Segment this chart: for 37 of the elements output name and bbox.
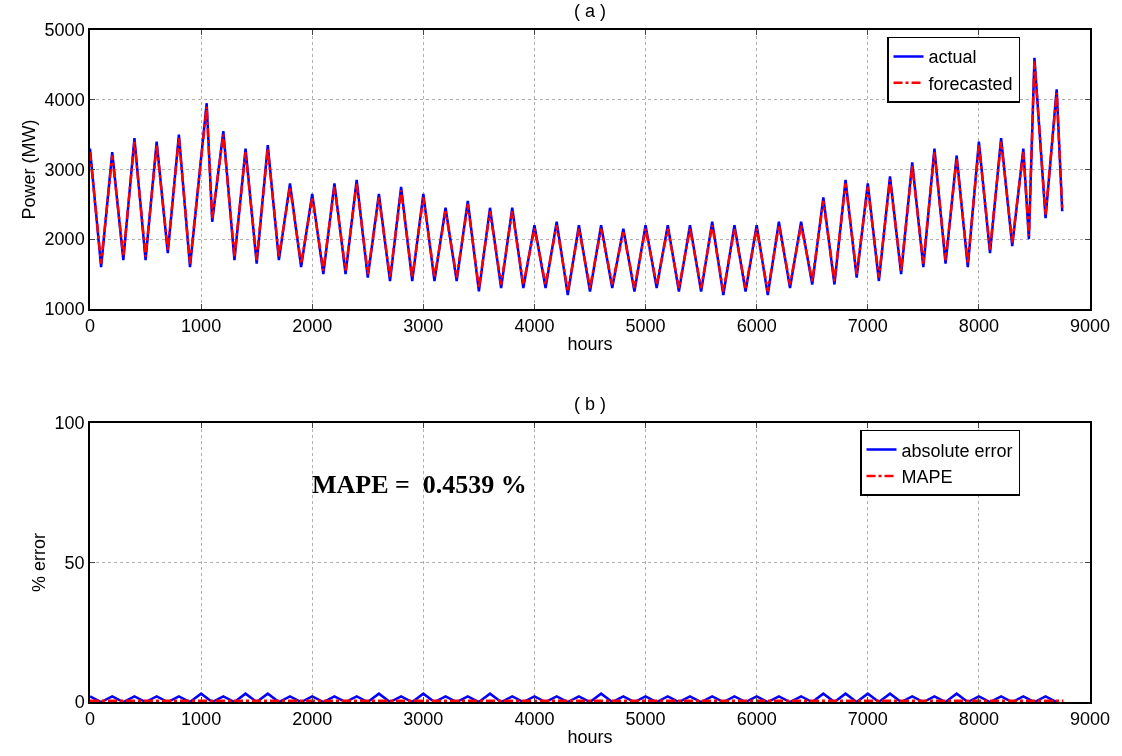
y-tick-label: 5000 — [44, 20, 85, 41]
y-tick-label: 0 — [74, 692, 85, 713]
x-tick-label: 9000 — [1069, 709, 1111, 730]
x-tick-label: 4000 — [514, 316, 555, 337]
y-tick-label: 50 — [64, 552, 85, 573]
legend-label: forecasted — [928, 73, 1013, 94]
y-tick-label: 3000 — [44, 159, 85, 180]
x-tick-label: 3000 — [403, 316, 444, 337]
x-tick-label: 6000 — [736, 316, 777, 337]
x-tick-label: 9000 — [1069, 316, 1111, 337]
x-axis-title: hours — [567, 333, 613, 354]
x-tick-label: 5000 — [625, 316, 666, 337]
x-tick-label: 2000 — [292, 709, 333, 730]
legend-label: absolute error — [901, 440, 1013, 461]
legend-label: MAPE — [901, 466, 953, 487]
x-tick-label: 5000 — [625, 709, 666, 730]
x-tick-label: 7000 — [847, 316, 888, 337]
x-tick-label: 1000 — [181, 316, 222, 337]
y-axis-title: Power (MW) — [19, 119, 40, 220]
x-tick-label: 1000 — [181, 709, 222, 730]
y-axis-title: % error — [29, 533, 50, 593]
x-tick-label: 3000 — [403, 709, 444, 730]
chart-title: ( b ) — [574, 394, 607, 414]
x-tick-label: 2000 — [292, 316, 333, 337]
y-tick-label: 4000 — [44, 90, 85, 111]
x-axis-title: hours — [567, 726, 613, 747]
x-tick-label: 8000 — [958, 316, 999, 337]
x-tick-label: 4000 — [514, 709, 555, 730]
y-tick-label: 2000 — [44, 229, 85, 250]
legend-label: actual — [928, 47, 977, 68]
x-tick-label: 7000 — [847, 709, 888, 730]
y-tick-label: 1000 — [44, 299, 85, 320]
y-tick-label: 100 — [54, 413, 85, 434]
chart-title: ( a ) — [574, 1, 607, 21]
x-tick-label: 6000 — [736, 709, 777, 730]
annotation: MAPE = 0.4539 % — [312, 470, 527, 499]
x-tick-label: 8000 — [958, 709, 999, 730]
